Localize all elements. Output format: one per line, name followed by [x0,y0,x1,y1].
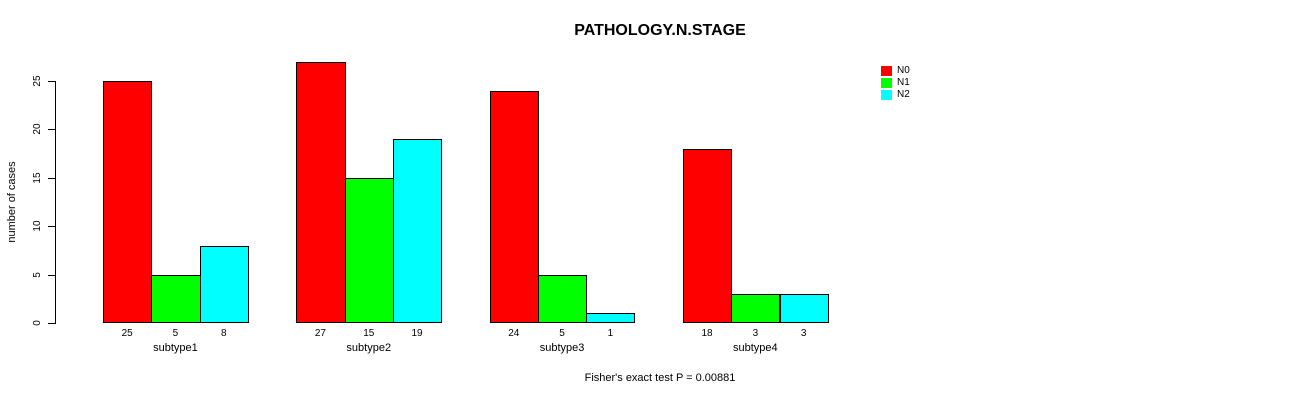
legend-swatch-N0 [881,66,892,76]
bar-value-label: 15 [363,328,375,339]
legend-item-N1: N1 [881,77,910,89]
category-label: subtype3 [539,342,585,354]
y-tick [48,81,55,82]
legend: N0 N1 N2 [881,65,910,101]
y-tick [48,226,55,228]
bar-value-label: 27 [314,328,326,339]
bar-value-label: 5 [172,328,179,339]
bar-N1-subtype3 [537,274,588,323]
bar-N2-subtype2 [392,139,443,323]
bar-N2-subtype4 [779,293,829,323]
stats-annotation: Fisher's exact test P = 0.00881 [584,372,736,384]
legend-label: N1 [897,77,910,88]
legend-swatch-N1 [881,78,892,88]
y-tick [48,177,55,179]
bar-N2-subtype3 [586,313,636,323]
chart-title: PATHOLOGY.N.STAGE [574,22,746,39]
y-tick-label: 10 [32,220,43,232]
bar-N0-subtype2 [296,61,346,323]
bar-value-label: 18 [701,328,713,339]
y-tick-label: 5 [32,271,43,278]
bar-N1-subtype1 [151,274,201,323]
bar-N0-subtype4 [682,148,733,323]
bar-value-label: 8 [220,328,227,339]
bar-value-label: 5 [559,328,565,339]
y-tick-label: 0 [32,320,43,326]
y-tick [48,274,55,276]
bar-value-label: 1 [607,328,614,339]
category-label: subtype2 [346,342,392,354]
y-tick-label: 15 [32,172,43,184]
category-label: subtype4 [733,342,778,354]
bar-N2-subtype1 [199,245,249,323]
category-label: subtype1 [153,342,198,354]
y-tick [48,323,55,324]
legend-item-N2: N2 [881,89,910,101]
bar-N1-subtype2 [344,177,394,323]
bar-value-label: 25 [121,328,133,339]
bar-N0-subtype1 [103,81,153,323]
bar-value-label: 3 [752,328,759,339]
bar-N0-subtype3 [489,90,539,323]
legend-label: N0 [897,65,910,76]
legend-swatch-N2 [881,90,892,100]
legend-label: N2 [897,89,910,100]
y-tick [48,129,55,131]
bar-value-label: 24 [508,328,520,339]
y-tick-label: 20 [32,123,43,135]
y-axis-label: number of cases [6,161,18,243]
bar-value-label: 3 [800,328,807,339]
y-axis-line [55,81,56,324]
bar-N1-subtype4 [731,293,781,323]
y-tick-label: 25 [32,75,43,87]
legend-item-N0: N0 [881,65,910,77]
bar-value-label: 19 [411,328,423,339]
